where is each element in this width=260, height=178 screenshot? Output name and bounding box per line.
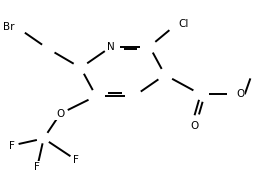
Text: Cl: Cl <box>179 19 189 29</box>
Text: F: F <box>73 155 79 165</box>
Text: O: O <box>190 121 198 131</box>
Text: F: F <box>9 140 15 151</box>
Text: O: O <box>236 89 245 99</box>
Text: O: O <box>56 109 64 119</box>
Text: N: N <box>107 42 115 52</box>
Text: F: F <box>34 162 40 172</box>
Text: Br: Br <box>3 22 14 32</box>
